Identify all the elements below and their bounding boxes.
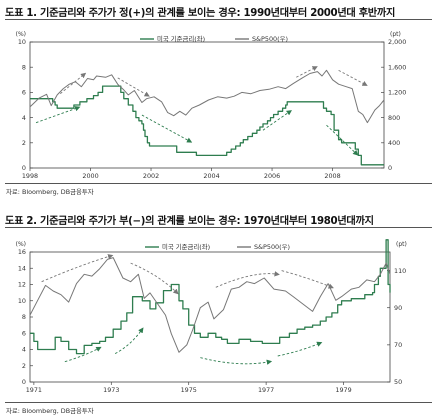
series-sp500-line: [29, 69, 385, 124]
x-tick-label: 1971: [26, 386, 42, 394]
x-tick-label: 1979: [335, 386, 351, 394]
legend-label: 미국 기준금리(좌): [157, 34, 205, 43]
trend-arrow-annotation: [35, 106, 81, 124]
trend-arrow-annotation: [215, 271, 280, 288]
plot-frame: [29, 251, 391, 383]
left-axis-unit: (%): [16, 31, 26, 38]
trend-arrow-annotation: [130, 262, 179, 295]
x-tick-label: 2004: [203, 172, 219, 180]
chart-title: 도표 2. 기준금리와 주가가 부(−)의 관계를 보이는 경우: 1970년대…: [5, 216, 374, 227]
left-tick-label: 10: [18, 38, 26, 46]
trend-arrow-annotation: [141, 114, 193, 143]
right-axis-unit: (pt): [396, 241, 407, 248]
legend-item: S&P500(우): [235, 35, 288, 43]
right-tick-label: 110: [394, 267, 406, 275]
left-tick-label: 16: [18, 248, 26, 256]
series-policy-rate-line: [30, 239, 391, 355]
left-tick-label: 0: [22, 164, 26, 172]
trend-arrow-annotation: [296, 66, 318, 78]
series-sp500-line: [29, 257, 391, 353]
chart-1-plot: (%) (pt) 0 2 4 6 8 10 0 400 800 1,200 1,600 2,000 1998…: [16, 31, 407, 180]
left-tick-label: 2: [22, 362, 26, 370]
left-tick-label: 14: [18, 264, 26, 272]
trend-arrow-annotation: [114, 327, 144, 354]
x-tick-label: 2002: [143, 172, 159, 180]
source-rule: [5, 183, 432, 184]
left-tick-label: 4: [22, 114, 26, 122]
legend-item: 미국 기준금리(좌): [145, 242, 210, 251]
x-tick-label: 2008: [324, 172, 340, 180]
left-tick-label: 10: [18, 297, 26, 305]
trend-arrow-annotation: [262, 110, 292, 131]
trend-arrow-annotation: [64, 346, 102, 363]
trend-arrow-annotation: [277, 341, 323, 357]
trend-arrow-annotation: [41, 254, 114, 283]
figure-1: 도표 1. 기준금리와 주가가 정(+)의 관계를 보이는 경우: 1990년대…: [0, 0, 438, 200]
trend-arrow-annotation: [117, 77, 150, 97]
x-tick-label: 1975: [181, 386, 197, 394]
left-tick-label: 12: [18, 281, 26, 289]
trend-arrow-annotation: [281, 270, 334, 289]
title-rule: [5, 227, 432, 228]
left-tick-label: 8: [22, 313, 26, 321]
left-tick-label: 6: [22, 329, 26, 337]
left-axis-unit: (%): [16, 241, 26, 248]
x-tick-label: 1977: [258, 386, 274, 394]
source-rule: [5, 402, 432, 403]
trend-arrow-annotation: [59, 72, 87, 95]
legend-label: S&P500(우): [252, 35, 288, 43]
left-tick-label: 2: [22, 139, 26, 147]
trend-arrow-annotation: [326, 124, 359, 156]
series-policy-rate-line: [30, 85, 384, 166]
right-tick-label: 50: [394, 378, 402, 386]
figure-2: 도표 2. 기준금리와 주가가 부(−)의 관계를 보이는 경우: 1970년대…: [0, 208, 438, 419]
right-tick-label: 2,000: [388, 38, 406, 46]
chart-source: 자료: Bloomberg, DB금융투자: [6, 407, 94, 415]
x-tick-label: 2006: [264, 172, 280, 180]
legend-item: 미국 기준금리(좌): [140, 34, 205, 43]
chart-title: 도표 1. 기준금리와 주가가 정(+)의 관계를 보이는 경우: 1990년대…: [5, 8, 396, 19]
right-tick-label: 800: [388, 114, 400, 122]
left-tick-label: 4: [22, 346, 26, 354]
trend-arrow-annotation: [200, 357, 273, 365]
chart-2-plot: (%) (pt) 0 2 4 6 8 10 12 14 16 50 70 90 110 1971 1973 197…: [16, 239, 407, 394]
plot-frame: [29, 41, 385, 169]
chart-source: 자료: Bloomberg, DB금융투자: [6, 188, 94, 196]
legend-label: S&P500(우): [254, 243, 290, 251]
x-tick-label: 2000: [82, 172, 98, 180]
x-tick-label: 1998: [22, 172, 38, 180]
right-tick-label: 90: [394, 304, 402, 312]
left-tick-label: 0: [22, 378, 26, 386]
legend-label: 미국 기준금리(좌): [162, 242, 210, 251]
left-tick-label: 8: [22, 63, 26, 71]
legend-item: S&P500(우): [237, 243, 290, 251]
right-tick-label: 70: [394, 341, 402, 349]
right-tick-label: 400: [388, 139, 400, 147]
right-tick-label: 0: [388, 164, 392, 172]
left-tick-label: 6: [22, 89, 26, 97]
title-rule: [5, 19, 432, 20]
x-tick-label: 1973: [103, 386, 119, 394]
right-axis-unit: (pt): [390, 31, 401, 38]
right-tick-label: 1,200: [388, 89, 406, 97]
trend-arrow-annotation: [338, 69, 368, 86]
right-tick-label: 1,600: [388, 63, 406, 71]
